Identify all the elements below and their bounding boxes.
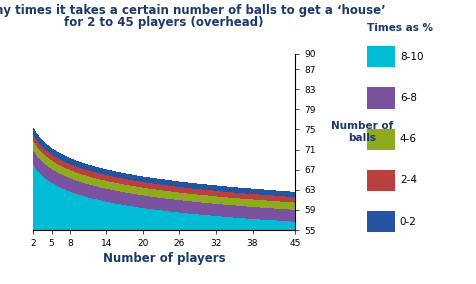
- Text: 0-2: 0-2: [400, 216, 416, 227]
- Text: Number of
balls: Number of balls: [331, 121, 393, 143]
- Text: 8-10: 8-10: [400, 52, 423, 62]
- Text: 4-6: 4-6: [400, 134, 417, 144]
- Text: 2-4: 2-4: [400, 175, 417, 185]
- Text: 6-8: 6-8: [400, 93, 417, 103]
- Text: How many times it takes a certain number of balls to get a ‘house’: How many times it takes a certain number…: [0, 4, 386, 17]
- Text: for 2 to 45 players (overhead): for 2 to 45 players (overhead): [64, 16, 264, 29]
- X-axis label: Number of players: Number of players: [103, 252, 226, 265]
- Text: Times as %: Times as %: [367, 23, 433, 33]
